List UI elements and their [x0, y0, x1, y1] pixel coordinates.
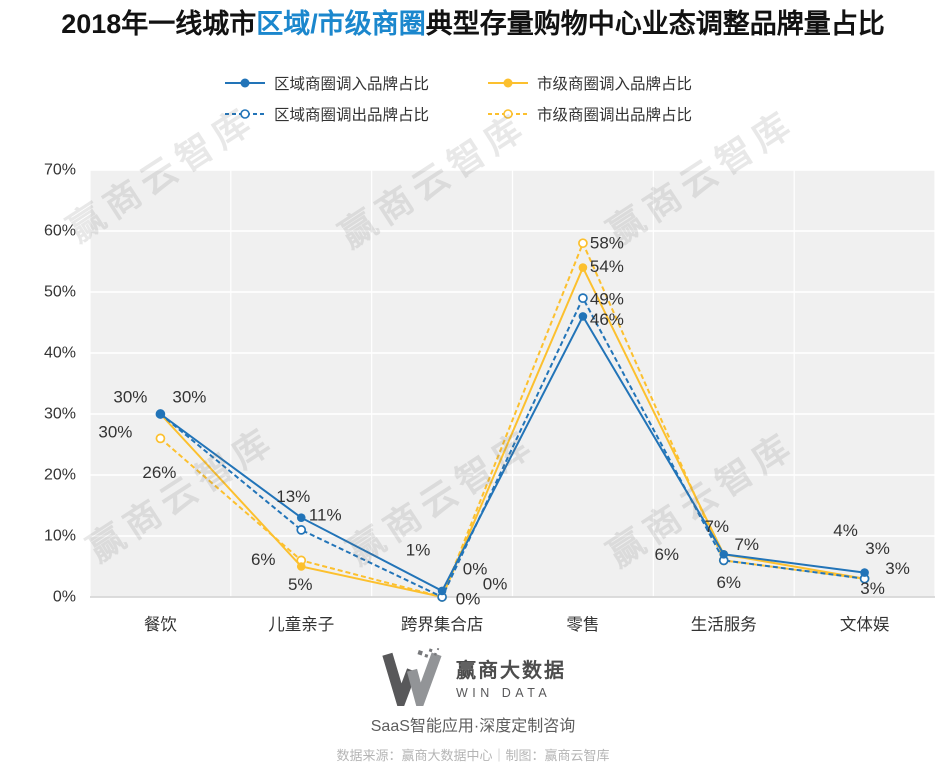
- legend-label: 区域商圈调入品牌占比: [274, 76, 430, 93]
- data-point: [860, 568, 869, 577]
- series-line-0: [159, 314, 865, 593]
- x-category-label: 生活服务: [691, 615, 757, 634]
- legend-row: 区域商圈调出品牌占比 市级商圈调出品牌占比: [224, 103, 722, 125]
- data-label: 0%: [456, 590, 481, 609]
- data-label: 6%: [251, 550, 276, 569]
- legend-marker-icon: [225, 78, 265, 88]
- y-tick-label: 30%: [44, 406, 76, 423]
- data-point: [155, 433, 166, 444]
- legend-label: 区域商圈调出品牌占比: [274, 107, 430, 124]
- data-label: 54%: [590, 257, 624, 276]
- data-source: 数据来源：赢商大数据中心｜制图：赢商云智库: [336, 748, 610, 763]
- legend-label: 市级商圈调出品牌占比: [537, 107, 693, 124]
- x-category-label: 餐饮: [144, 615, 178, 634]
- legend-label: 市级商圈调入品牌占比: [537, 76, 693, 93]
- data-label: 58%: [590, 234, 624, 253]
- data-label: 46%: [590, 310, 624, 329]
- series-line-1: [159, 265, 865, 599]
- logo-w-right-stroke: [406, 652, 442, 706]
- brand-name-cn: 赢商大数据: [456, 660, 566, 682]
- data-point: [296, 525, 307, 535]
- data-label: 1%: [406, 540, 431, 559]
- brand-block: 赢商大数据 WIN DATA: [380, 648, 566, 706]
- title-prefix: 2018年一线城市: [61, 9, 257, 39]
- data-point: [296, 562, 306, 571]
- y-tick-label: 0%: [53, 589, 76, 606]
- data-label: 6%: [654, 545, 679, 564]
- title-suffix: 典型存量购物中心业态调整品牌量占比: [425, 9, 885, 39]
- data-point: [156, 409, 165, 419]
- data-label: 49%: [590, 290, 624, 309]
- data-label: 4%: [833, 521, 858, 540]
- data-label: 6%: [716, 573, 741, 592]
- data-label: 26%: [142, 463, 176, 482]
- legend-item-1: 市级商圈调入品牌占比: [487, 72, 722, 94]
- x-category-label: 儿童亲子: [268, 615, 334, 634]
- x-category-label: 文体娱: [840, 615, 890, 634]
- data-point: [296, 513, 306, 522]
- data-point: [719, 550, 729, 559]
- data-label: 30%: [98, 423, 132, 442]
- win-data-logo-icon: [382, 648, 442, 706]
- brand-tagline: SaaS智能应用·深度定制咨询: [370, 718, 576, 735]
- data-label: 7%: [704, 517, 729, 536]
- data-point: [578, 293, 588, 303]
- data-label: 7%: [734, 535, 759, 554]
- data-label: 11%: [309, 505, 342, 524]
- data-label: 3%: [865, 539, 890, 558]
- data-label: 0%: [483, 575, 508, 594]
- logo-w-left-stroke: [382, 652, 417, 706]
- y-tick-label: 20%: [44, 467, 76, 484]
- legend-item-3: 市级商圈调出品牌占比: [487, 103, 722, 125]
- brand-text: 赢商大数据 WIN DATA: [456, 654, 566, 700]
- brand-name-en: WIN DATA: [456, 686, 552, 700]
- data-point: [578, 238, 588, 249]
- y-tick-label: 40%: [44, 345, 76, 362]
- chart-legend: 区域商圈调入品牌占比 市级商圈调入品牌占比区域商圈调出品牌占比 市级商圈调出品牌占比: [0, 72, 946, 125]
- legend-item-0: 区域商圈调入品牌占比: [224, 72, 459, 94]
- footer: 赢商大数据 WIN DATA SaaS智能应用·深度定制咨询 数据来源：赢商大数…: [0, 648, 946, 764]
- title-highlight: 区域/市级商圈: [256, 9, 426, 39]
- legend-row: 区域商圈调入品牌占比 市级商圈调入品牌占比: [224, 72, 722, 94]
- data-point: [437, 586, 447, 596]
- x-category-label: 零售: [566, 615, 599, 634]
- data-point: [578, 312, 588, 321]
- data-label: 30%: [113, 388, 147, 407]
- legend-marker-icon: [488, 109, 528, 119]
- legend-item-2: 区域商圈调出品牌占比: [224, 103, 459, 125]
- logo-dots: [417, 648, 440, 658]
- data-label: 30%: [172, 388, 206, 407]
- data-label: 0%: [463, 560, 488, 579]
- legend-marker-icon: [225, 109, 265, 119]
- data-label: 5%: [288, 575, 313, 594]
- y-tick-label: 70%: [44, 162, 76, 179]
- x-category-label: 跨界集合店: [401, 615, 484, 634]
- legend-marker-icon: [488, 78, 528, 88]
- y-tick-label: 60%: [44, 223, 76, 240]
- y-tick-label: 10%: [44, 528, 76, 545]
- data-label: 3%: [860, 579, 885, 598]
- line-chart: 0% 10% 20% 30% 40% 50% 60% 70% 餐饮 儿童亲子 跨界集合店 零售 生活服务…: [44, 162, 936, 634]
- page-title: 2018年一线城市区域/市级商圈典型存量购物中心业态调整品牌量占比: [0, 2, 946, 41]
- data-label: 13%: [276, 487, 310, 506]
- data-label: 3%: [885, 559, 910, 578]
- data-point: [578, 263, 588, 272]
- y-tick-label: 50%: [44, 284, 76, 301]
